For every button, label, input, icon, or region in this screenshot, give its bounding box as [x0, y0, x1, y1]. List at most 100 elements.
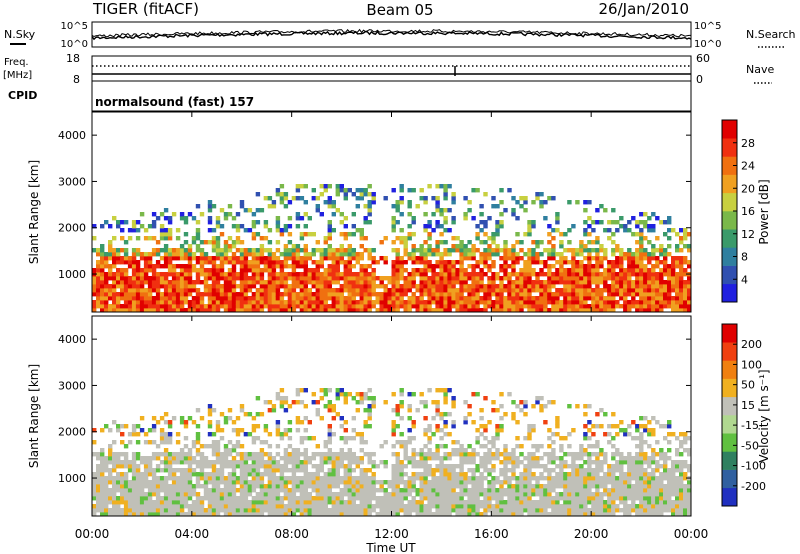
power-cell — [219, 300, 225, 305]
power-cell — [255, 300, 261, 305]
power-cell — [251, 308, 257, 313]
power-cell — [100, 308, 105, 313]
velocity-cell — [579, 472, 584, 477]
velocity-cell — [327, 428, 332, 433]
power-cell — [323, 300, 328, 305]
velocity-cell — [459, 472, 464, 477]
velocity-cell — [499, 472, 504, 477]
power-cell — [567, 288, 572, 293]
power-cell — [399, 240, 404, 245]
velocity-cell — [363, 484, 368, 489]
power-cell — [167, 292, 173, 297]
velocity-cell — [603, 452, 608, 457]
power-cell — [535, 300, 540, 305]
velocity-cell — [327, 436, 332, 441]
velocity-cell — [367, 408, 372, 413]
velocity-cell — [419, 452, 424, 457]
power-cell — [635, 300, 640, 305]
power-cell — [367, 308, 372, 313]
power-cell — [271, 284, 277, 289]
velocity-cell — [411, 480, 416, 485]
power-cell — [643, 212, 648, 217]
velocity-cell — [499, 496, 504, 501]
power-cell — [359, 292, 364, 297]
power-cell — [631, 280, 636, 285]
power-cell — [491, 232, 496, 237]
power-cell — [551, 296, 556, 301]
velocity-cell — [303, 388, 308, 393]
velocity-cell — [175, 452, 181, 457]
power-cell — [467, 288, 472, 293]
power-cell — [267, 256, 273, 261]
power-cell — [183, 256, 189, 261]
power-cell — [607, 260, 612, 265]
power-cell — [223, 296, 229, 301]
power-cell — [319, 308, 324, 313]
velocity-cell — [439, 508, 444, 513]
power-cell — [403, 292, 408, 297]
power-cell — [147, 256, 153, 261]
power-cell — [203, 272, 209, 277]
velocity-cell — [491, 456, 496, 461]
velocity-cell — [247, 488, 253, 493]
velocity-cell — [219, 492, 225, 497]
power-cell — [375, 292, 380, 297]
velocity-cell — [263, 472, 269, 477]
velocity-cell — [391, 484, 396, 489]
power-cell — [207, 204, 213, 209]
velocity-cell — [435, 512, 440, 517]
velocity-cell — [583, 496, 588, 501]
velocity-cell — [235, 464, 241, 469]
power-cell — [663, 264, 668, 269]
power-cell — [127, 288, 133, 293]
velocity-cell — [583, 448, 588, 453]
velocity-cell — [447, 492, 452, 497]
power-cell — [151, 276, 157, 281]
velocity-cell — [415, 488, 420, 493]
velocity-cell — [619, 500, 624, 505]
power-cell — [335, 304, 340, 309]
power-cell — [191, 268, 197, 273]
velocity-cell — [519, 452, 524, 457]
power-cell — [631, 300, 636, 305]
velocity-cell — [331, 504, 336, 509]
power-cell — [435, 248, 440, 253]
velocity-cell — [463, 448, 468, 453]
power-cell — [679, 264, 684, 269]
velocity-cell — [567, 464, 572, 469]
power-cell — [471, 304, 476, 309]
power-cell — [687, 296, 692, 301]
velocity-cell — [395, 440, 400, 445]
power-cell — [431, 288, 436, 293]
velocity-cell — [499, 480, 504, 485]
power-cell — [315, 308, 320, 313]
power-cell — [271, 256, 277, 261]
power-cell — [427, 284, 432, 289]
velocity-cell — [491, 512, 496, 517]
velocity-cell — [571, 464, 576, 469]
power-cell — [599, 276, 604, 281]
power-cell — [187, 256, 193, 261]
velocity-cell — [535, 500, 540, 505]
power-cell — [371, 300, 376, 305]
power-cell — [439, 304, 444, 309]
velocity-cell — [539, 508, 544, 513]
power-cell — [399, 212, 404, 217]
power-cell — [619, 284, 624, 289]
velocity-cell — [219, 508, 225, 513]
velocity-cell — [283, 448, 289, 453]
power-cell — [635, 240, 640, 245]
velocity-cell — [399, 504, 404, 509]
velocity-cell — [255, 508, 261, 513]
velocity-cell — [555, 464, 560, 469]
power-cell — [683, 280, 688, 285]
velocity-cell — [275, 468, 281, 473]
velocity-cell — [499, 416, 504, 421]
velocity-cell — [331, 472, 336, 477]
velocity-cell — [563, 464, 568, 469]
power-cell — [108, 308, 113, 313]
power-cell — [267, 248, 273, 253]
power-cell — [100, 280, 105, 285]
power-cell — [395, 308, 400, 313]
velocity-cell — [547, 472, 552, 477]
